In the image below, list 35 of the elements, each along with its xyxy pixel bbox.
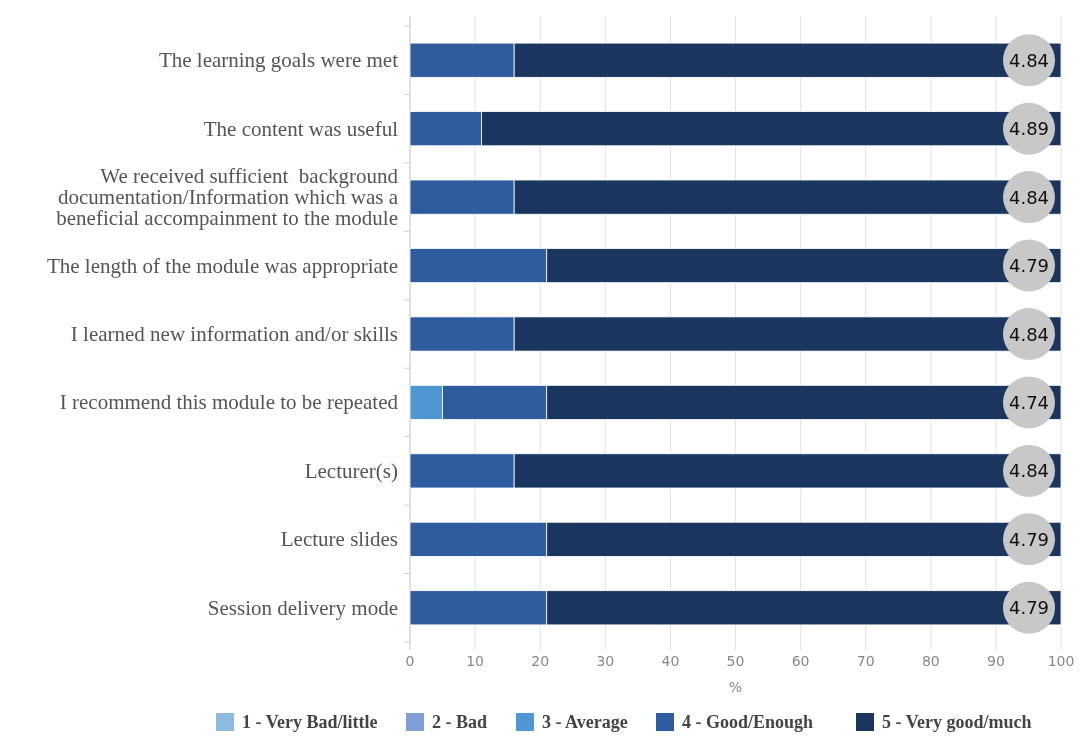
x-tick-label: 0	[405, 653, 415, 669]
x-tick-label: 70	[856, 653, 875, 669]
x-tick-label: 60	[791, 653, 810, 669]
y-tick-label: I recommend this module to be repeated	[59, 390, 399, 415]
annotation: 4.79	[1008, 597, 1050, 619]
x-tick-label: 10	[466, 653, 485, 669]
x-tick-label: 90	[986, 653, 1005, 669]
x-tick-label: 20	[531, 653, 550, 669]
y-tick-label: The content was useful	[203, 116, 399, 141]
y-tick-label: Session delivery mode	[207, 595, 398, 620]
x-tick-label: 40	[661, 653, 680, 669]
y-tick-label: Lecture slides	[280, 527, 398, 552]
annotation: 4.74	[1008, 391, 1050, 413]
y-tick-label: We received sufficient background documentation/Information which was a beneficial accompainment to the module	[56, 164, 399, 231]
legend-label: 4 - Good/Enough	[682, 712, 814, 732]
legend-label: 2 - Bad	[432, 712, 488, 732]
annotation: 4.84	[1008, 186, 1050, 208]
legend-label: 3 - Average	[542, 712, 628, 732]
y-tick-label: I learned new information and/or skills	[70, 322, 398, 346]
x-tick-label: 100	[1047, 653, 1075, 669]
y-tick-label: The length of the module was appropriate	[46, 253, 398, 278]
y-tick-label: The learning goals were met	[158, 48, 399, 73]
annotation: 4.79	[1008, 528, 1050, 550]
annotation: 4.79	[1008, 255, 1050, 277]
annotation: 4.84	[1008, 49, 1050, 71]
x-tick-label: 80	[921, 653, 940, 669]
legend-label: 5 - Very good/much	[882, 712, 1032, 732]
y-tick-label: Lecturer(s)	[304, 458, 398, 483]
x-axis-title: %	[728, 679, 743, 695]
legend-label: 1 - Very Bad/little	[242, 712, 378, 732]
annotation: 4.84	[1008, 323, 1050, 345]
annotation: 4.84	[1008, 460, 1050, 482]
x-tick-label: 30	[596, 653, 615, 669]
x-tick-label: 50	[726, 653, 745, 669]
annotation: 4.89	[1008, 118, 1050, 140]
